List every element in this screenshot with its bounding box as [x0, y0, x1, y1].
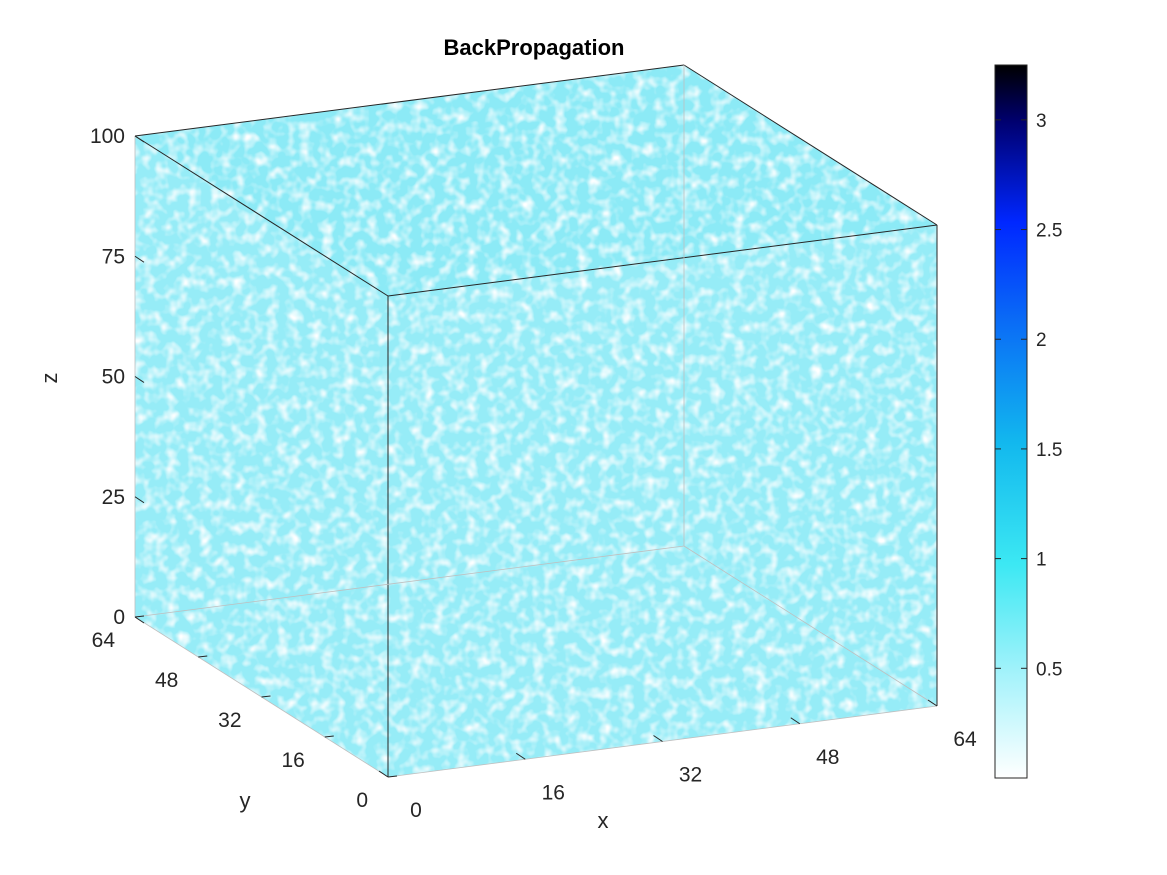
y-tick-label: 64	[92, 629, 116, 652]
x-axis-ticks: 0 16 32 48 64	[410, 728, 977, 822]
tick-mark	[134, 135, 145, 143]
tick-mark	[387, 775, 398, 778]
colorbar-tick-label: 2.5	[1036, 221, 1062, 242]
tick-mark	[134, 616, 145, 624]
x-tick-label: 64	[953, 728, 977, 751]
colorbar-tick-label: 0.5	[1036, 659, 1062, 680]
z-tick-label: 0	[113, 606, 125, 629]
tick-mark	[134, 496, 145, 504]
tick-mark	[261, 695, 271, 698]
y-axis-ticks: 0 16 32 48 64	[92, 629, 368, 812]
z-axis-ticks: 0 25 50 75 100	[90, 125, 125, 629]
axis-tick-marks	[134, 135, 938, 778]
box-edge	[387, 224, 938, 297]
z-tick-label: 75	[102, 245, 125, 268]
box-edge	[683, 64, 938, 226]
x-tick-label: 32	[679, 764, 702, 787]
tick-mark	[927, 699, 938, 707]
y-tick-label: 32	[218, 709, 241, 732]
tick-mark	[134, 615, 145, 618]
colorbar-ticks: 0.5 1 1.5 2 2.5 3	[995, 111, 1062, 680]
y-tick-label: 16	[281, 749, 304, 772]
tick-mark	[134, 376, 145, 383]
z-tick-label: 100	[90, 125, 125, 148]
tick-mark	[198, 655, 208, 658]
tick-mark	[790, 717, 801, 725]
volume-cloud	[135, 65, 937, 777]
box-edge	[134, 64, 685, 137]
box-edge-hidden	[683, 545, 938, 707]
box-edge-hidden	[134, 545, 685, 618]
colorbar-tick-label: 3	[1036, 111, 1047, 132]
y-tick-label: 0	[356, 789, 368, 812]
colorbar-tick-label: 1.5	[1036, 440, 1062, 461]
y-tick-label: 48	[155, 669, 178, 692]
tick-mark	[324, 735, 334, 738]
tick-mark	[378, 770, 389, 778]
colorbar: 0.5 1 1.5 2 2.5 3	[994, 64, 1062, 779]
colorbar-tick-label: 2	[1036, 330, 1047, 351]
box-edge	[134, 135, 389, 297]
x-tick-label: 16	[542, 781, 565, 804]
volume-speckle	[135, 65, 937, 777]
colorbar-tick-label: 1	[1036, 550, 1047, 571]
tick-mark	[134, 255, 145, 263]
x-tick-label: 0	[410, 799, 422, 822]
tick-mark	[653, 735, 663, 742]
tick-mark	[515, 752, 526, 760]
x-tick-label: 48	[816, 746, 839, 769]
chart-title: BackPropagation	[444, 35, 625, 60]
z-tick-label: 50	[102, 366, 125, 389]
colorbar-gradient	[994, 64, 1028, 779]
z-axis-label: z	[37, 373, 62, 384]
z-tick-label: 25	[102, 486, 125, 509]
y-axis-label: y	[240, 788, 251, 813]
x-axis-label: x	[598, 808, 609, 833]
